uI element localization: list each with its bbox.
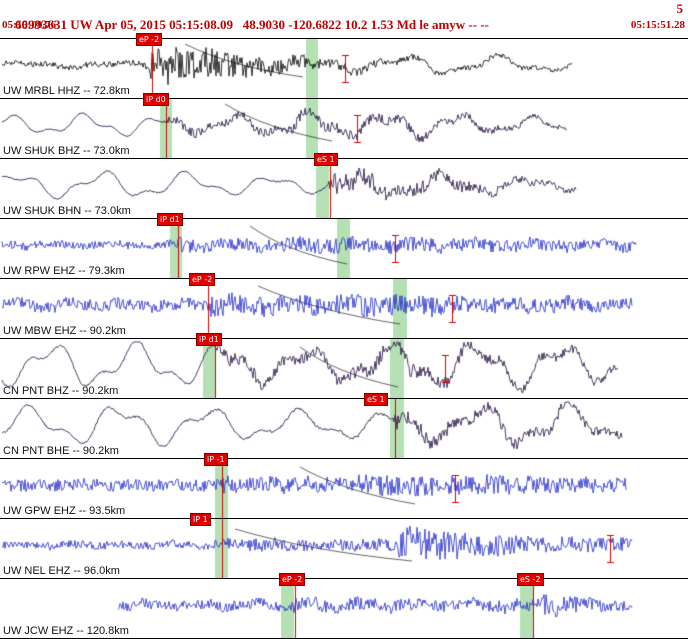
waveform-canvas-gpw-ehz[interactable] — [0, 459, 688, 518]
trace-row-jcw-ehz[interactable]: eP -2 eS -2 UW JCW EHZ -- 120.8km — [0, 573, 688, 639]
pick-label-mbw-ehz[interactable]: eP -2 — [189, 273, 216, 286]
trace-row-rpw-ehz[interactable]: iP d1 UW RPW EHZ -- 79.3km — [0, 213, 688, 279]
station-label-gpw-ehz: UW GPW EHZ -- 93.5km — [3, 505, 126, 517]
pick-label-rpw-ehz[interactable]: iP d1 — [157, 213, 183, 226]
waveform-canvas-shuk-bhz[interactable] — [0, 99, 688, 158]
trace-row-gpw-ehz[interactable]: iP -1 UW GPW EHZ -- 93.5km — [0, 453, 688, 519]
waveform-canvas-mbw-ehz[interactable] — [0, 279, 688, 338]
trace-area: eP -2 UW MRBL HHZ -- 72.8km iP d0 UW SHUK B… — [0, 33, 688, 639]
pick-label-gpw-ehz[interactable]: iP -1 — [204, 453, 228, 466]
window-start-time: 05:15:09.76 — [2, 19, 57, 31]
waveform-canvas-pnt-bhz[interactable] — [0, 339, 688, 398]
pick-label-jcw-ehz[interactable]: eP -2 — [279, 573, 306, 586]
station-label-pnt-bhe: CN PNT BHE -- 90.2km — [3, 445, 119, 457]
time-range-bar: 05:15:09.76 05:15:51.28 — [0, 19, 688, 34]
waveform-canvas-pnt-bhe[interactable] — [0, 399, 688, 458]
trace-row-shuk-bhn[interactable]: eS 1 UW SHUK BHN -- 73.0km — [0, 153, 688, 219]
trace-row-mbw-ehz[interactable]: eP -2 UW MBW EHZ -- 90.2km — [0, 273, 688, 339]
window-end-time: 05:15:51.28 — [630, 19, 685, 31]
waveform-canvas-jcw-ehz[interactable] — [0, 579, 688, 638]
event-header: 60993631 UW Apr 05, 2015 05:15:08.09 48.… — [0, 0, 688, 32]
pick-label-pnt-bhe[interactable]: eS 1 — [364, 393, 388, 406]
waveform-canvas-mrbl-hhz[interactable] — [0, 39, 688, 98]
trace-row-nel-ehz[interactable]: iP 1 UW NEL EHZ -- 96.0km — [0, 513, 688, 579]
station-label-shuk-bhn: UW SHUK BHN -- 73.0km — [3, 205, 131, 217]
waveform-canvas-shuk-bhn[interactable] — [0, 159, 688, 218]
station-label-mrbl-hhz: UW MRBL HHZ -- 72.8km — [3, 85, 130, 97]
trace-row-shuk-bhz[interactable]: iP d0 UW SHUK BHZ -- 73.0km — [0, 93, 688, 159]
event-summary-text: 60993631 UW Apr 05, 2015 05:15:08.09 48.… — [15, 17, 489, 32]
pick-label-mrbl-hhz[interactable]: eP -2 — [136, 33, 163, 46]
trace-row-pnt-bhe[interactable]: eS 1 CN PNT BHE -- 90.2km — [0, 393, 688, 459]
trace-row-pnt-bhz[interactable]: iP d1 CN PNT BHZ -- 90.2km — [0, 333, 688, 399]
pick-label-pnt-bhz[interactable]: iP d1 — [196, 333, 222, 346]
pick-label-shuk-bhz[interactable]: iP d0 — [143, 93, 169, 106]
station-label-jcw-ehz: UW JCW EHZ -- 120.8km — [3, 625, 129, 637]
station-label-rpw-ehz: UW RPW EHZ -- 79.3km — [3, 265, 125, 277]
pick-label-nel-ehz[interactable]: iP 1 — [190, 513, 211, 526]
pick-label-shuk-bhn[interactable]: eS 1 — [314, 153, 338, 166]
station-label-nel-ehz: UW NEL EHZ -- 96.0km — [3, 565, 120, 577]
pick-label-jcw-ehz[interactable]: eS -2 — [517, 573, 544, 586]
station-label-mbw-ehz: UW MBW EHZ -- 90.2km — [3, 325, 126, 337]
station-label-pnt-bhz: CN PNT BHZ -- 90.2km — [3, 385, 119, 397]
waveform-canvas-nel-ehz[interactable] — [0, 519, 688, 578]
station-label-shuk-bhz: UW SHUK BHZ -- 73.0km — [3, 145, 130, 157]
waveform-canvas-rpw-ehz[interactable] — [0, 219, 688, 278]
trace-row-mrbl-hhz[interactable]: eP -2 UW MRBL HHZ -- 72.8km — [0, 33, 688, 99]
header-page-number: 5 — [676, 1, 684, 16]
